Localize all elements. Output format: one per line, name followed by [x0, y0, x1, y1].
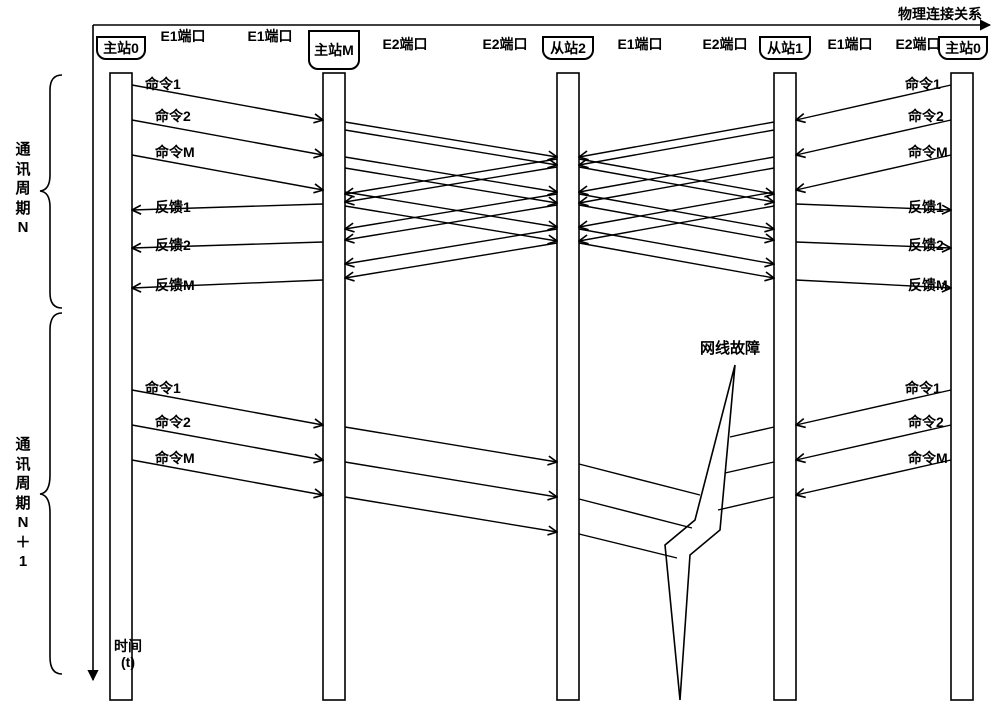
msg-cmdM: 命令M — [155, 448, 195, 468]
axes — [93, 25, 990, 680]
time-text2: (t) — [121, 654, 135, 670]
messages-period-n1-left — [132, 390, 700, 558]
lifeline-slave1: 从站1 — [759, 36, 811, 60]
msg-fb1: 反馈1 — [155, 197, 191, 217]
port-label: E2端口 — [375, 36, 435, 52]
msg-fb2: 反馈2 — [155, 235, 191, 255]
msg-cmd1: 命令1 — [145, 378, 181, 398]
msg-cmdM: 命令M — [908, 142, 948, 162]
msg-cmdM: 命令M — [155, 142, 195, 162]
msg-cmd2: 命令2 — [155, 412, 191, 432]
port-label: E1端口 — [153, 28, 213, 44]
msg-cmd1: 命令1 — [145, 74, 181, 94]
msg-cmd2: 命令2 — [908, 412, 944, 432]
msg-cmdM: 命令M — [908, 448, 948, 468]
lifeline-slave2: 从站2 — [542, 36, 594, 60]
port-label: E2端口 — [475, 36, 535, 52]
lifeline-master0-right: 主站0 — [938, 36, 988, 60]
msg-fb2: 反馈2 — [908, 235, 944, 255]
msg-cmd1: 命令1 — [905, 74, 941, 94]
msg-cmd2: 命令2 — [155, 106, 191, 126]
msg-fbM: 反馈M — [155, 275, 195, 295]
period-n-label: 通讯周期N — [14, 140, 32, 238]
port-label: E1端口 — [610, 36, 670, 52]
port-label: E1端口 — [240, 28, 300, 44]
sequence-diagram: 物理连接关系 E1端口 E1端口 E2端口 E2端口 E1端口 E2端口 E1端… — [0, 0, 1000, 705]
lifeline-masterM: 主站M — [308, 30, 360, 70]
lifeline-rails — [110, 73, 973, 700]
period-braces — [40, 75, 62, 674]
msg-cmd2: 命令2 — [908, 106, 944, 126]
msg-fb1: 反馈1 — [908, 197, 944, 217]
lifeline-master0-left: 主站0 — [96, 36, 146, 60]
msg-cmd1: 命令1 — [905, 378, 941, 398]
msg-fbM: 反馈M — [908, 275, 948, 295]
cable-fault — [665, 365, 735, 700]
time-axis-label: 时间 (t) — [108, 638, 148, 670]
axis-physical-label: 物理连接关系 — [898, 4, 982, 24]
period-n1-label: 通讯周期N＋1 — [14, 435, 32, 572]
port-label: E2端口 — [695, 36, 755, 52]
port-label: E1端口 — [820, 36, 880, 52]
time-text1: 时间 — [114, 638, 142, 654]
fault-label: 网线故障 — [700, 340, 760, 358]
